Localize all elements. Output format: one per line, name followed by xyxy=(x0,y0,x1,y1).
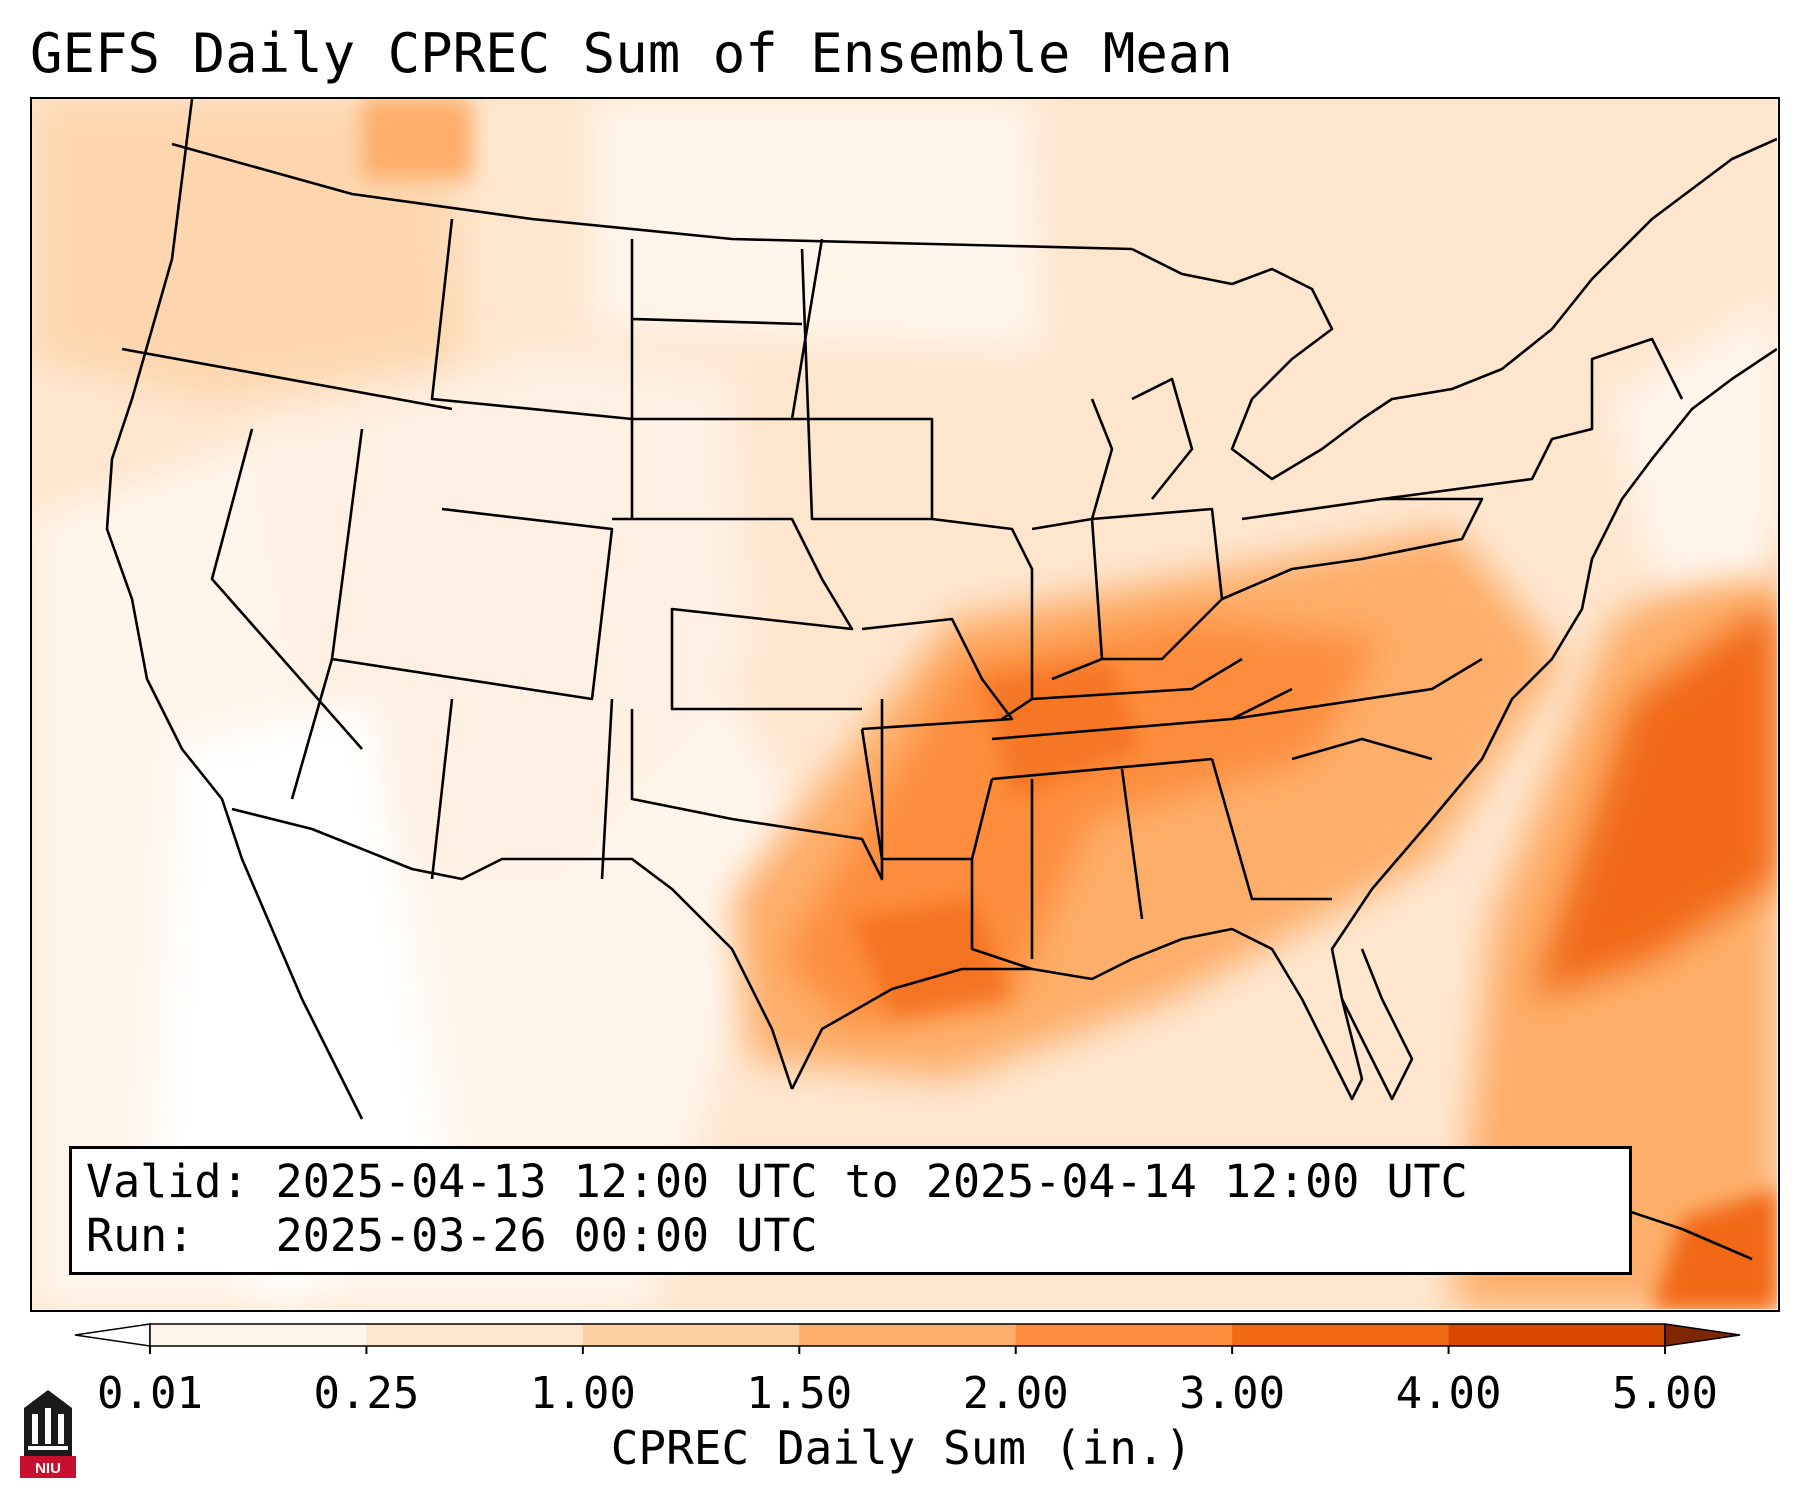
line-arizona-newmexico xyxy=(290,658,614,880)
line-new-york-newengland xyxy=(1381,337,1684,501)
line-california-nevada xyxy=(210,428,363,750)
colorbar-segment xyxy=(150,1324,367,1346)
colorbar-outline xyxy=(149,1323,1666,1347)
colorbar-extend-high xyxy=(1664,1323,1741,1347)
gulf-coast xyxy=(790,818,1433,1101)
colorbar-ticks: 0.01 0.25 1.00 1.50 2.00 3.00 4.00 5.00 xyxy=(97,1346,1718,1419)
line-utah-colorado xyxy=(330,428,614,701)
run-label: Run: xyxy=(86,1209,195,1262)
colorbar-segment xyxy=(1448,1324,1666,1346)
atlantic-coast xyxy=(1431,347,1777,820)
colorbar-segment xyxy=(799,1324,1017,1346)
line-mississippi-alabama xyxy=(1030,758,1332,959)
state-boundaries xyxy=(105,99,1777,1261)
line-oklahoma-texas xyxy=(630,699,884,881)
colorbar-tick-label: 0.01 xyxy=(97,1368,203,1419)
university-building-icon xyxy=(24,1390,72,1458)
colorbar-segment xyxy=(1015,1324,1233,1346)
colorbar-tick-label: 0.25 xyxy=(313,1368,419,1419)
niu-logo: NIU xyxy=(20,1390,76,1478)
line-dakotas xyxy=(630,238,824,421)
line-oregon-idaho xyxy=(121,347,453,411)
wet-core-caribbean xyxy=(1652,1189,1777,1309)
colorbar-tick-label: 1.50 xyxy=(746,1368,852,1419)
colorbar-segment xyxy=(1232,1324,1450,1346)
border-mexico xyxy=(231,807,794,1090)
colorbar-tick-label: 1.00 xyxy=(530,1368,636,1419)
map-canvas xyxy=(32,99,1777,1309)
niu-badge xyxy=(20,1456,76,1478)
colorbar-label: CPREC Daily Sum (in.) xyxy=(610,1421,1193,1475)
colorbar-bar xyxy=(74,1323,1741,1347)
michigan-shore xyxy=(1090,377,1194,520)
wet-region-northwest xyxy=(32,99,462,399)
border-canada xyxy=(171,142,1133,251)
line-nebraska-kansas xyxy=(612,517,862,711)
pale-northeast xyxy=(1612,299,1777,579)
line-carolinas xyxy=(1231,657,1483,761)
colorbar-tick-label: 3.00 xyxy=(1179,1368,1285,1419)
precipitation-field xyxy=(32,99,1777,1309)
map-title: GEFS Daily CPREC Sum of Ensemble Mean xyxy=(30,22,1233,85)
colorbar-segment xyxy=(366,1324,584,1346)
wet-spot-idaho xyxy=(362,99,472,179)
line-illinois-indiana xyxy=(931,517,1104,721)
colorbar-tick-label: 5.00 xyxy=(1612,1368,1718,1419)
coastline-west xyxy=(105,99,364,1120)
line-arkansas-louisiana xyxy=(860,728,1033,971)
niu-logo-text: NIU xyxy=(35,1460,61,1477)
colorbar-tick-label: 4.00 xyxy=(1396,1368,1502,1419)
colorbar-extend-low xyxy=(74,1323,151,1347)
colorbar-segment xyxy=(582,1324,800,1346)
run-time: 2025-03-26 00:00 UTC xyxy=(275,1209,818,1262)
great-lakes-shore xyxy=(1131,137,1777,481)
valid-label: Valid: xyxy=(86,1155,249,1208)
precipitation-map: Valid: 2025-04-13 12:00 UTC to 2025-04-1… xyxy=(30,97,1780,1312)
dry-region-north xyxy=(592,99,1042,349)
florida-peninsula xyxy=(1340,948,1414,1101)
line-idaho-wyoming xyxy=(430,218,634,519)
valid-time-range: 2025-04-13 12:00 UTC to 2025-04-14 12:00… xyxy=(275,1155,1468,1208)
colorbar: 0.01 0.25 1.00 1.50 2.00 3.00 4.00 5.00 xyxy=(74,1323,1741,1419)
wet-core-atlantic xyxy=(1532,599,1777,999)
colorbar-tick-label: 2.00 xyxy=(963,1368,1069,1419)
validity-info-box: Valid: 2025-04-13 12:00 UTC to 2025-04-1… xyxy=(69,1146,1632,1275)
line-missouri xyxy=(861,617,1014,731)
